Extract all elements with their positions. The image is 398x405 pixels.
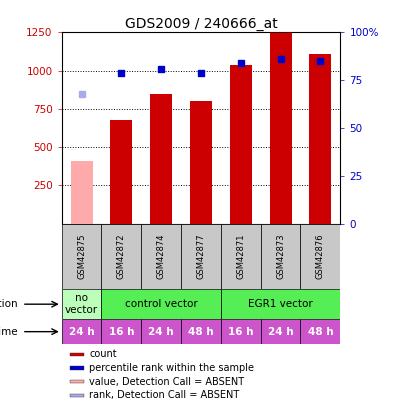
- Bar: [70, 380, 84, 383]
- Text: GSM42873: GSM42873: [276, 234, 285, 279]
- Text: 16 h: 16 h: [228, 327, 254, 337]
- Text: infection: infection: [0, 299, 18, 309]
- Text: 48 h: 48 h: [188, 327, 214, 337]
- Text: GSM42872: GSM42872: [117, 234, 126, 279]
- Text: 24 h: 24 h: [268, 327, 293, 337]
- Bar: [230, 64, 252, 224]
- Bar: [150, 94, 172, 224]
- Text: time: time: [0, 327, 18, 337]
- Text: percentile rank within the sample: percentile rank within the sample: [90, 363, 254, 373]
- Bar: [71, 161, 92, 224]
- Bar: [70, 353, 84, 356]
- Text: EGR1 vector: EGR1 vector: [248, 299, 313, 309]
- Bar: [221, 319, 261, 344]
- Bar: [261, 319, 300, 344]
- Bar: [221, 224, 261, 289]
- Bar: [190, 101, 212, 224]
- Text: GSM42874: GSM42874: [157, 234, 166, 279]
- Text: no
vector: no vector: [65, 293, 98, 315]
- Title: GDS2009 / 240666_at: GDS2009 / 240666_at: [125, 17, 277, 31]
- Text: GSM42877: GSM42877: [197, 234, 205, 279]
- Bar: [111, 119, 132, 224]
- Bar: [70, 394, 84, 397]
- Bar: [70, 367, 84, 370]
- Bar: [141, 319, 181, 344]
- Bar: [300, 224, 340, 289]
- Bar: [261, 224, 300, 289]
- Bar: [101, 319, 141, 344]
- Bar: [300, 319, 340, 344]
- Text: GSM42875: GSM42875: [77, 234, 86, 279]
- Bar: [181, 224, 221, 289]
- Text: 16 h: 16 h: [109, 327, 134, 337]
- Text: GSM42876: GSM42876: [316, 234, 325, 279]
- Bar: [101, 224, 141, 289]
- Bar: [62, 289, 101, 319]
- Bar: [270, 32, 291, 224]
- Bar: [181, 319, 221, 344]
- Text: control vector: control vector: [125, 299, 197, 309]
- Text: rank, Detection Call = ABSENT: rank, Detection Call = ABSENT: [90, 390, 240, 400]
- Text: value, Detection Call = ABSENT: value, Detection Call = ABSENT: [90, 377, 244, 387]
- Text: 24 h: 24 h: [148, 327, 174, 337]
- Text: 24 h: 24 h: [69, 327, 94, 337]
- Bar: [141, 224, 181, 289]
- Bar: [310, 54, 332, 224]
- Bar: [62, 224, 101, 289]
- Text: count: count: [90, 350, 117, 359]
- Text: GSM42871: GSM42871: [236, 234, 245, 279]
- Bar: [62, 319, 101, 344]
- Bar: [221, 289, 340, 319]
- Bar: [101, 289, 221, 319]
- Text: 48 h: 48 h: [308, 327, 333, 337]
